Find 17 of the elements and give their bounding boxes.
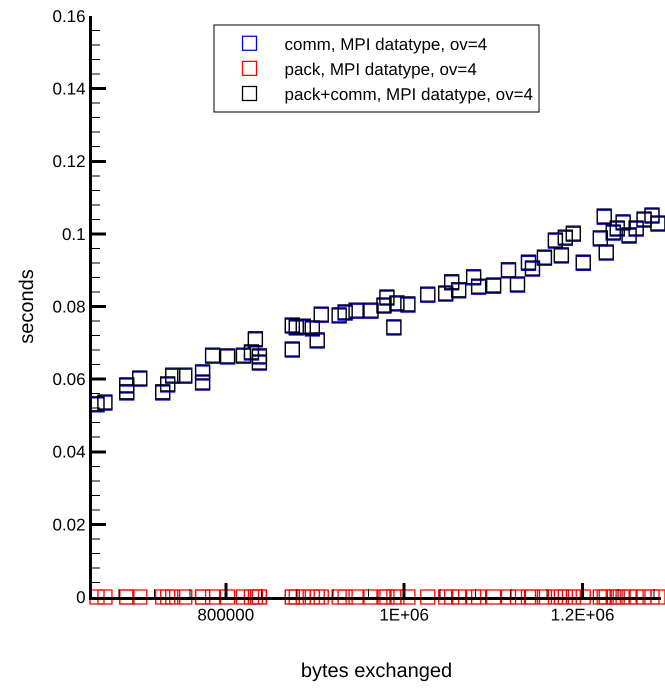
y-tick-label: 0.14 bbox=[52, 80, 86, 99]
legend-label: pack+comm, MPI datatype, ov=4 bbox=[284, 85, 534, 104]
x-axis-title: bytes exchanged bbox=[300, 660, 452, 682]
y-tick-label: 0 bbox=[76, 588, 86, 607]
legend-label: pack, MPI datatype, ov=4 bbox=[284, 60, 477, 79]
x-tick-label: 1E+06 bbox=[379, 605, 429, 624]
y-tick-label: 0.06 bbox=[52, 370, 86, 390]
legend-label: comm, MPI datatype, ov=4 bbox=[284, 34, 488, 54]
x-tick-label: 800000 bbox=[197, 605, 254, 624]
y-tick-label: 0.1 bbox=[62, 224, 86, 244]
y-tick-label: 0.12 bbox=[52, 152, 86, 172]
y-tick-label: 0.04 bbox=[52, 442, 86, 462]
x-tick-label: 1.2E+06 bbox=[550, 605, 614, 624]
y-tick-label: 0.16 bbox=[52, 6, 86, 26]
y-axis-title: seconds bbox=[16, 269, 38, 344]
y-tick-label: 0.08 bbox=[52, 297, 86, 316]
y-tick-label: 0.02 bbox=[52, 515, 86, 534]
